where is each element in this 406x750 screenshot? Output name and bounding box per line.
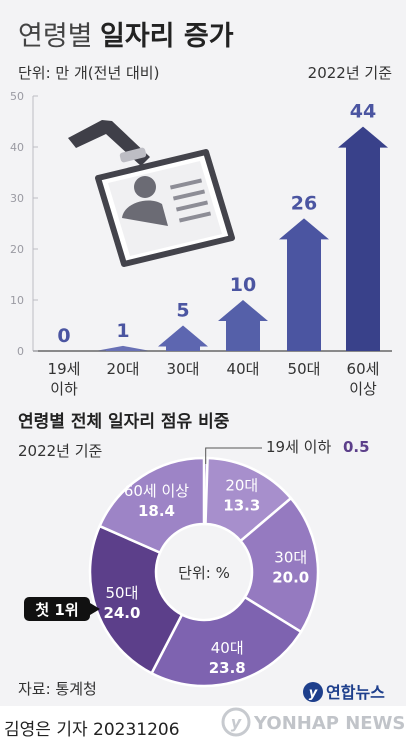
small-slice-value: 0.5: [343, 438, 370, 456]
bar-value-label: 5: [176, 300, 189, 322]
category-label: 30대: [167, 360, 200, 378]
svg-text:y: y: [231, 713, 242, 732]
donut-slice: [238, 496, 320, 634]
bar-arrow: [158, 325, 208, 351]
bar-value-label: 10: [230, 274, 256, 296]
category-label: 이하: [50, 380, 78, 398]
first-place-callout: 첫 1위: [24, 597, 100, 621]
category-label: 60세: [347, 360, 380, 378]
slice-label: 20대: [225, 477, 258, 495]
footer-band: [0, 706, 406, 750]
bar-arrow: [338, 126, 388, 351]
donut-slice: [88, 524, 184, 675]
donut-center-label: 단위: %: [178, 564, 230, 582]
y-tick-label: 50: [10, 90, 24, 103]
slice-label: 30대: [274, 548, 307, 566]
bar-arrow: [218, 300, 268, 351]
donut-slice: [98, 456, 206, 555]
share-donut-chart: 단위: % 20대 13.3 30대 20.0 40대 23.8 50대 24.0 60세 이상 1…: [88, 438, 370, 688]
logo-text: 연합뉴스: [326, 683, 385, 702]
bar-arrow: [98, 345, 148, 351]
category-label: 20대: [107, 360, 140, 378]
bar-arrow: [279, 218, 329, 351]
page-title-light: 연령별: [18, 21, 93, 52]
bar-value-label: 44: [350, 101, 376, 123]
slice-value-label: 13.3: [223, 497, 260, 515]
watermark-text: YONHAP NEWS: [253, 713, 405, 734]
y-tick-label: 30: [10, 192, 24, 205]
bar-value-label: 1: [116, 320, 129, 342]
svg-text:y: y: [309, 686, 318, 701]
slice-label: 60세 이상: [124, 482, 189, 500]
donut-slice: [149, 595, 303, 688]
year-label: 2022년 기준: [308, 64, 393, 82]
unit-label: 단위: 만 개(전년 대비): [18, 64, 159, 82]
watermark: y YONHAP NEWS: [221, 707, 405, 737]
slice-value-label: 18.4: [138, 502, 175, 520]
category-label: 40대: [227, 360, 260, 378]
slice-value-label: 24.0: [103, 604, 140, 622]
share-chart-subtitle: 2022년 기준: [18, 442, 103, 460]
yonhap-logo: y 연합뉴스: [303, 682, 385, 702]
credit-label: 김영은 기자 20231206: [4, 720, 180, 740]
slice-value-label: 23.8: [209, 659, 246, 677]
bar-value-label: 26: [291, 192, 317, 214]
bar-value-label: 0: [57, 325, 70, 347]
y-tick-label: 10: [10, 294, 24, 307]
slice-label: 50대: [106, 584, 139, 602]
page-title-bold: 일자리 증가: [100, 21, 234, 52]
leader-line: [205, 447, 262, 465]
y-tick-label: 20: [10, 243, 24, 256]
slice-label: 40대: [211, 639, 244, 657]
category-label: 이상: [349, 380, 377, 398]
category-label: 50대: [288, 360, 321, 378]
y-tick-label: 0: [17, 345, 24, 358]
first-place-label: 첫 1위: [35, 601, 78, 619]
small-slice-label: 19세 이하: [266, 438, 331, 456]
y-tick-label: 40: [10, 141, 24, 154]
slice-value-label: 20.0: [272, 568, 309, 586]
id-badge-icon: [68, 120, 235, 267]
share-chart-title: 연령별 전체 일자리 점유 비중: [18, 411, 230, 432]
category-label: 19세: [48, 360, 81, 378]
source-label: 자료: 통계청: [18, 680, 97, 698]
